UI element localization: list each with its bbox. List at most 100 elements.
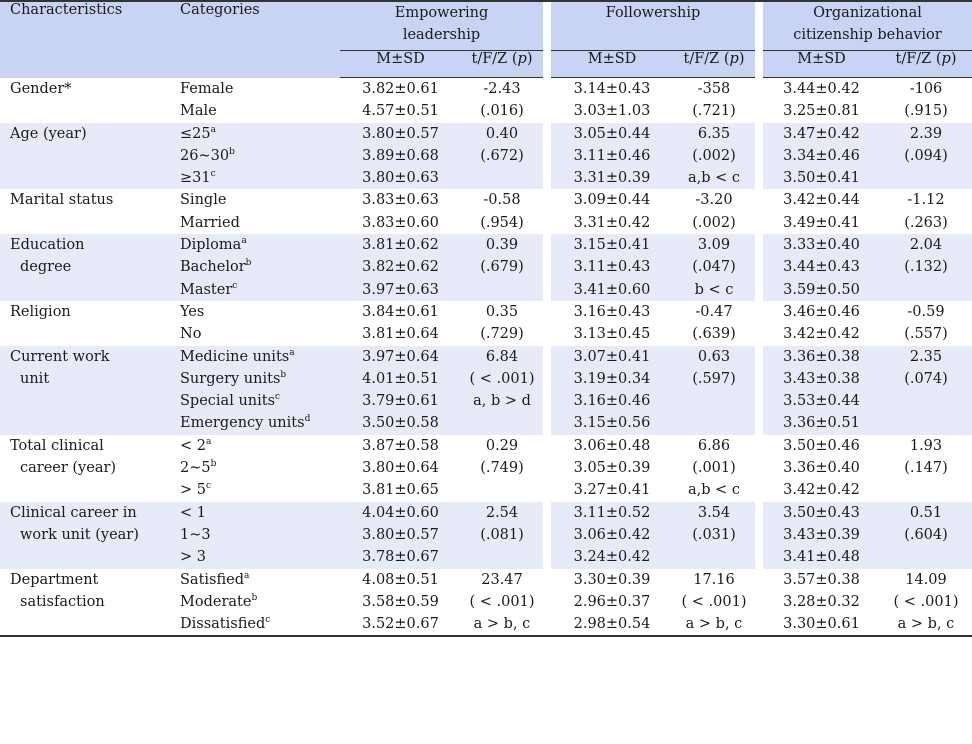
cell-line: 3.14±0.43 — [573, 81, 651, 97]
cell-line: 3.97±0.64 — [362, 348, 439, 365]
cell-line: (.597) — [692, 370, 736, 387]
category-cell: < 1 1~3 > 3 — [170, 501, 340, 569]
cell-line: 3.03±1.03 — [573, 103, 651, 120]
cell-line: 3.31±0.39 — [573, 170, 651, 187]
cell-line: 3.52±0.67 — [362, 616, 439, 633]
cell-line: a,b < c — [687, 170, 741, 187]
mean-sd-cell: 3.15±0.41 3.11±0.43 3.41±0.60 — [551, 234, 673, 301]
cell-line: 3.89±0.68 — [362, 147, 439, 164]
cell-line: 17.16 — [693, 571, 735, 588]
category-label: Surgery unitsb — [180, 370, 287, 387]
cell-line: 3.15±0.41 — [573, 237, 651, 254]
test-stat-cell: 14.09 ( < .001) a > b, c — [880, 568, 972, 638]
mean-sd-cell: 3.33±0.40 3.44±0.43 3.59±0.50 — [763, 234, 880, 301]
characteristic-cell: Department satisfaction — [0, 568, 170, 638]
cell-line: 3.44±0.43 — [783, 259, 860, 276]
mean-sd-cell: 3.84±0.61 3.81±0.64 — [340, 301, 461, 346]
cell-line: 3.16±0.43 — [573, 303, 651, 320]
test-stat-cell: -0.47 (.639) — [673, 301, 755, 346]
mean-sd-cell: 3.46±0.46 3.42±0.42 — [763, 301, 880, 346]
cell-line: 3.84±0.61 — [362, 303, 439, 320]
test-stat-cell: 2.54 (.081) — [461, 501, 543, 569]
cell-line: Department — [10, 571, 99, 588]
mean-sd-cell: 3.50±0.46 3.36±0.40 3.42±0.42 — [763, 435, 880, 502]
cell-line: ( < .001) — [469, 370, 535, 387]
cell-line: (.721) — [692, 103, 736, 120]
cell-line: Education — [10, 237, 85, 254]
test-stat-cell: 23.47 ( < .001) a > b, c — [461, 568, 543, 638]
cell-line: 3.82±0.61 — [362, 81, 439, 97]
cell-line: 3.43±0.38 — [783, 370, 860, 387]
mean-sd-cell: 3.05±0.44 3.11±0.46 3.31±0.39 — [551, 122, 673, 190]
cell-line: 4.57±0.51 — [362, 103, 439, 120]
cell-line: (.132) — [904, 259, 948, 276]
header-followership: Followership — [551, 2, 755, 51]
category-cell: Yes No — [170, 301, 340, 346]
mean-sd-cell: 3.50±0.43 3.43±0.39 3.41±0.48 — [763, 501, 880, 569]
column-gap — [543, 122, 551, 190]
cell-line: 3.43±0.39 — [783, 526, 860, 543]
header-categories: Categories — [170, 2, 340, 78]
table-row: Department satisfaction Satisfieda Moderate… — [0, 568, 972, 638]
cell-line: -0.47 — [695, 303, 733, 320]
cell-line: 4.01±0.51 — [362, 370, 439, 387]
cell-line: (.047) — [692, 259, 736, 276]
cell-line: 3.80±0.57 — [362, 526, 439, 543]
characteristic-cell: Total clinical career (year) — [0, 435, 170, 502]
cell-line: 3.80±0.63 — [362, 170, 439, 187]
cell-line: 6.84 — [485, 348, 519, 365]
column-gap — [755, 77, 763, 123]
cell-line: 3.42±0.42 — [783, 326, 860, 343]
header-msd: M±SD — [763, 50, 880, 78]
mean-sd-cell: 3.80±0.57 3.89±0.68 3.80±0.63 — [340, 122, 461, 190]
cell-line: a, b > d — [473, 393, 531, 410]
cell-line: 3.80±0.64 — [362, 460, 439, 477]
cell-line: 6.35 — [697, 125, 731, 142]
cell-line: -3.20 — [695, 192, 733, 209]
category-label: Female — [180, 80, 234, 97]
cell-line: 3.87±0.58 — [362, 437, 439, 454]
category-cell: Female Male — [170, 78, 340, 123]
cell-line: a,b < c — [687, 482, 741, 499]
cell-line: 14.09 — [905, 571, 947, 588]
cell-line: work unit (year) — [20, 526, 139, 543]
cell-line: 3.25±0.81 — [783, 103, 860, 120]
category-label: No — [180, 326, 202, 343]
cell-line: (.557) — [904, 326, 948, 343]
test-stat-cell: 17.16 ( < .001) a > b, c — [673, 568, 755, 638]
cell-line: 3.50±0.43 — [783, 504, 860, 521]
mean-sd-cell: 4.04±0.60 3.80±0.57 3.78±0.67 — [340, 501, 461, 569]
test-stat-cell: -358 (.721) — [673, 78, 755, 123]
cell-line: 3.07±0.41 — [573, 348, 651, 365]
category-label: 1~3 — [180, 526, 211, 543]
category-label: Masterc — [180, 280, 238, 298]
cell-line: (.002) — [692, 214, 736, 231]
cell-line: 2.54 — [485, 504, 519, 521]
cell-line: a > b, c — [473, 616, 531, 633]
cell-line: 3.11±0.52 — [573, 504, 651, 521]
cell-line: 2.98±0.54 — [573, 616, 651, 633]
header-empowering-leadership: Empowering leadership — [340, 2, 543, 51]
category-label: Medicine unitsa — [180, 347, 295, 365]
cell-line: 0.35 — [485, 303, 519, 320]
cell-line: 0.29 — [485, 437, 519, 454]
column-gap — [543, 434, 551, 502]
test-stat-cell: 2.39 (.094) — [880, 122, 972, 190]
cell-line: 3.50±0.41 — [783, 170, 860, 187]
cell-line: (.749) — [480, 460, 524, 477]
mean-sd-cell: 4.08±0.51 3.58±0.59 3.52±0.67 — [340, 568, 461, 638]
category-label: Male — [180, 102, 217, 119]
table-row: Gender* Female Male 3.82±0.61 4.57±0.51 -2.43… — [0, 77, 972, 123]
mean-sd-cell: 3.87±0.58 3.80±0.64 3.81±0.65 — [340, 435, 461, 502]
cell-line: 3.09±0.44 — [573, 192, 651, 209]
test-stat-cell: 2.04 (.132) — [880, 234, 972, 301]
mean-sd-cell: 3.06±0.48 3.05±0.39 3.27±0.41 — [551, 435, 673, 502]
table-row: Total clinical career (year) < 2a 2~5b > 5c 3… — [0, 434, 972, 502]
category-label: Married — [180, 214, 240, 231]
cell-line: 3.41±0.48 — [783, 549, 860, 566]
table-row: Religion Yes No 3.84±0.61 3.81±0.64 0.35 (.729… — [0, 300, 972, 346]
cell-line: 3.47±0.42 — [783, 125, 860, 142]
mean-sd-cell: 3.81±0.62 3.82±0.62 3.97±0.63 — [340, 234, 461, 301]
mean-sd-cell: 3.16±0.43 3.13±0.45 — [551, 301, 673, 346]
cell-line: a > b, c — [897, 616, 955, 633]
